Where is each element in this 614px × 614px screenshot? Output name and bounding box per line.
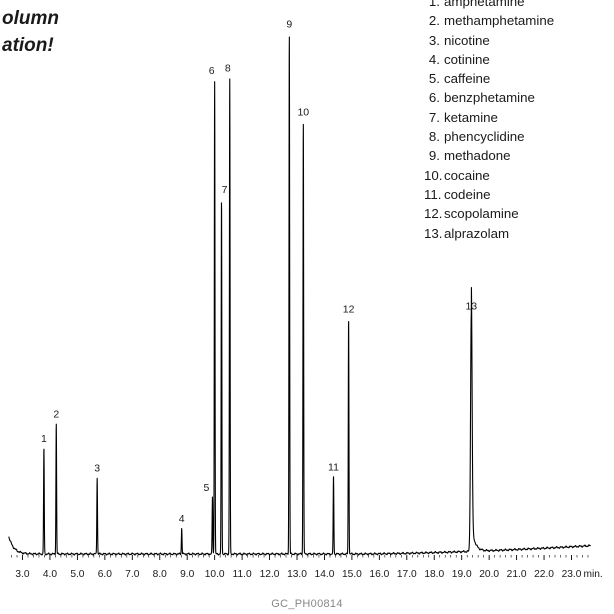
legend-item-number: 3. — [428, 32, 440, 48]
footer-code: GC_PH00814 — [271, 598, 343, 610]
peak-label: 6 — [209, 65, 215, 77]
compound-legend: 1. amphetamine 2. methamphetamine 3. nicotine… — [424, 0, 554, 243]
title-fragment-line-1: olumn — [2, 8, 59, 29]
legend-item: 2. methamphetamine — [424, 11, 554, 30]
legend-item-number: 1. — [428, 0, 440, 9]
legend-item: 10. cocaine — [424, 166, 554, 185]
x-tick-label: 6.0 — [98, 569, 112, 580]
x-tick-label: 19.0 — [452, 569, 472, 580]
x-tick-label: 15.0 — [342, 569, 362, 580]
title-fragment-line-2: ation! — [2, 35, 54, 56]
legend-item: 3. nicotine — [424, 31, 554, 50]
x-tick-label: 18.0 — [424, 569, 444, 580]
legend-item: 12. scopolamine — [424, 204, 554, 223]
legend-item: 7. ketamine — [424, 108, 554, 127]
x-tick-label: 20.0 — [479, 569, 499, 580]
x-tick-label: 3.0 — [15, 569, 29, 580]
legend-item: 5. caffeine — [424, 69, 554, 88]
legend-item-number: 7. — [428, 109, 440, 125]
peak-label: 13 — [465, 301, 477, 313]
peak-label: 3 — [94, 462, 100, 474]
legend-item-number: 12. — [424, 206, 443, 222]
legend-item: 1. amphetamine — [424, 0, 554, 11]
legend-item-name: scopolamine — [444, 206, 519, 222]
x-tick-label: 17.0 — [397, 569, 417, 580]
legend-item-number: 13. — [424, 225, 443, 241]
x-tick-label: 4.0 — [43, 569, 57, 580]
x-tick-label: 16.0 — [369, 569, 389, 580]
legend-item-name: cotinine — [444, 51, 490, 67]
legend-item-name: caffeine — [444, 71, 491, 87]
legend-item-name: codeine — [444, 186, 491, 202]
legend-item-name: benzphetamine — [444, 90, 535, 106]
legend-item-number: 10. — [424, 167, 443, 183]
legend-item-name: nicotine — [444, 32, 490, 48]
legend-item: 9. methadone — [424, 146, 554, 165]
x-tick-label: 5.0 — [70, 569, 84, 580]
peak-label: 8 — [225, 62, 231, 74]
legend-item-number: 8. — [428, 129, 440, 145]
legend-item-name: ketamine — [444, 109, 498, 125]
x-tick-label: 21.0 — [507, 569, 527, 580]
x-tick-label: 12.0 — [260, 569, 280, 580]
x-tick-label: 13.0 — [287, 569, 307, 580]
legend-item: 4. cotinine — [424, 50, 554, 69]
legend-item: 11. codeine — [424, 185, 554, 204]
legend-item: 6. benzphetamine — [424, 88, 554, 107]
legend-item-name: methamphetamine — [444, 13, 555, 29]
x-tick-label: 11.0 — [233, 569, 252, 580]
peak-label: 10 — [297, 106, 309, 118]
legend-item-number: 11. — [424, 186, 442, 202]
legend-item-number: 5. — [428, 71, 440, 87]
x-tick-label: 7.0 — [125, 569, 139, 580]
peak-label: 9 — [286, 18, 292, 30]
x-tick-label: 23.0 — [562, 569, 582, 580]
legend-item-name: cocaine — [444, 167, 490, 183]
chromatogram-trace — [8, 36, 592, 556]
legend-item-number: 4. — [428, 51, 440, 67]
legend-item: 8. phencyclidine — [424, 127, 554, 146]
x-tick-label: 22.0 — [534, 569, 554, 580]
legend-item-name: phencyclidine — [444, 129, 525, 145]
x-tick-label: 10.0 — [205, 569, 225, 580]
legend-item-number: 6. — [428, 90, 440, 106]
x-tick-label: 14.0 — [315, 569, 335, 580]
legend-item-name: alprazolam — [444, 225, 510, 241]
legend-item-number: 2. — [428, 13, 440, 29]
x-tick-label: 9.0 — [180, 569, 194, 580]
x-axis-ticks — [11, 555, 589, 560]
legend-item-name: methadone — [444, 148, 511, 164]
peak-label: 1 — [41, 433, 47, 445]
peak-label: 2 — [53, 408, 59, 420]
peak-label: 12 — [343, 303, 355, 315]
x-axis-tick-labels: 3.0 4.0 5.0 6.0 7.0 8.0 9.0 10.0 11.0 12.0 13.0 14.… — [15, 569, 602, 580]
peak-label: 5 — [204, 482, 210, 494]
peak-label: 11 — [328, 461, 339, 473]
x-tick-label: 8.0 — [153, 569, 167, 580]
legend-item-number: 9. — [428, 148, 440, 164]
legend-item-name: amphetamine — [444, 0, 525, 9]
peak-label: 7 — [222, 184, 228, 196]
legend-item: 13. alprazolam — [424, 224, 554, 243]
peak-label: 4 — [179, 513, 185, 525]
x-unit-label: min. — [584, 569, 603, 580]
